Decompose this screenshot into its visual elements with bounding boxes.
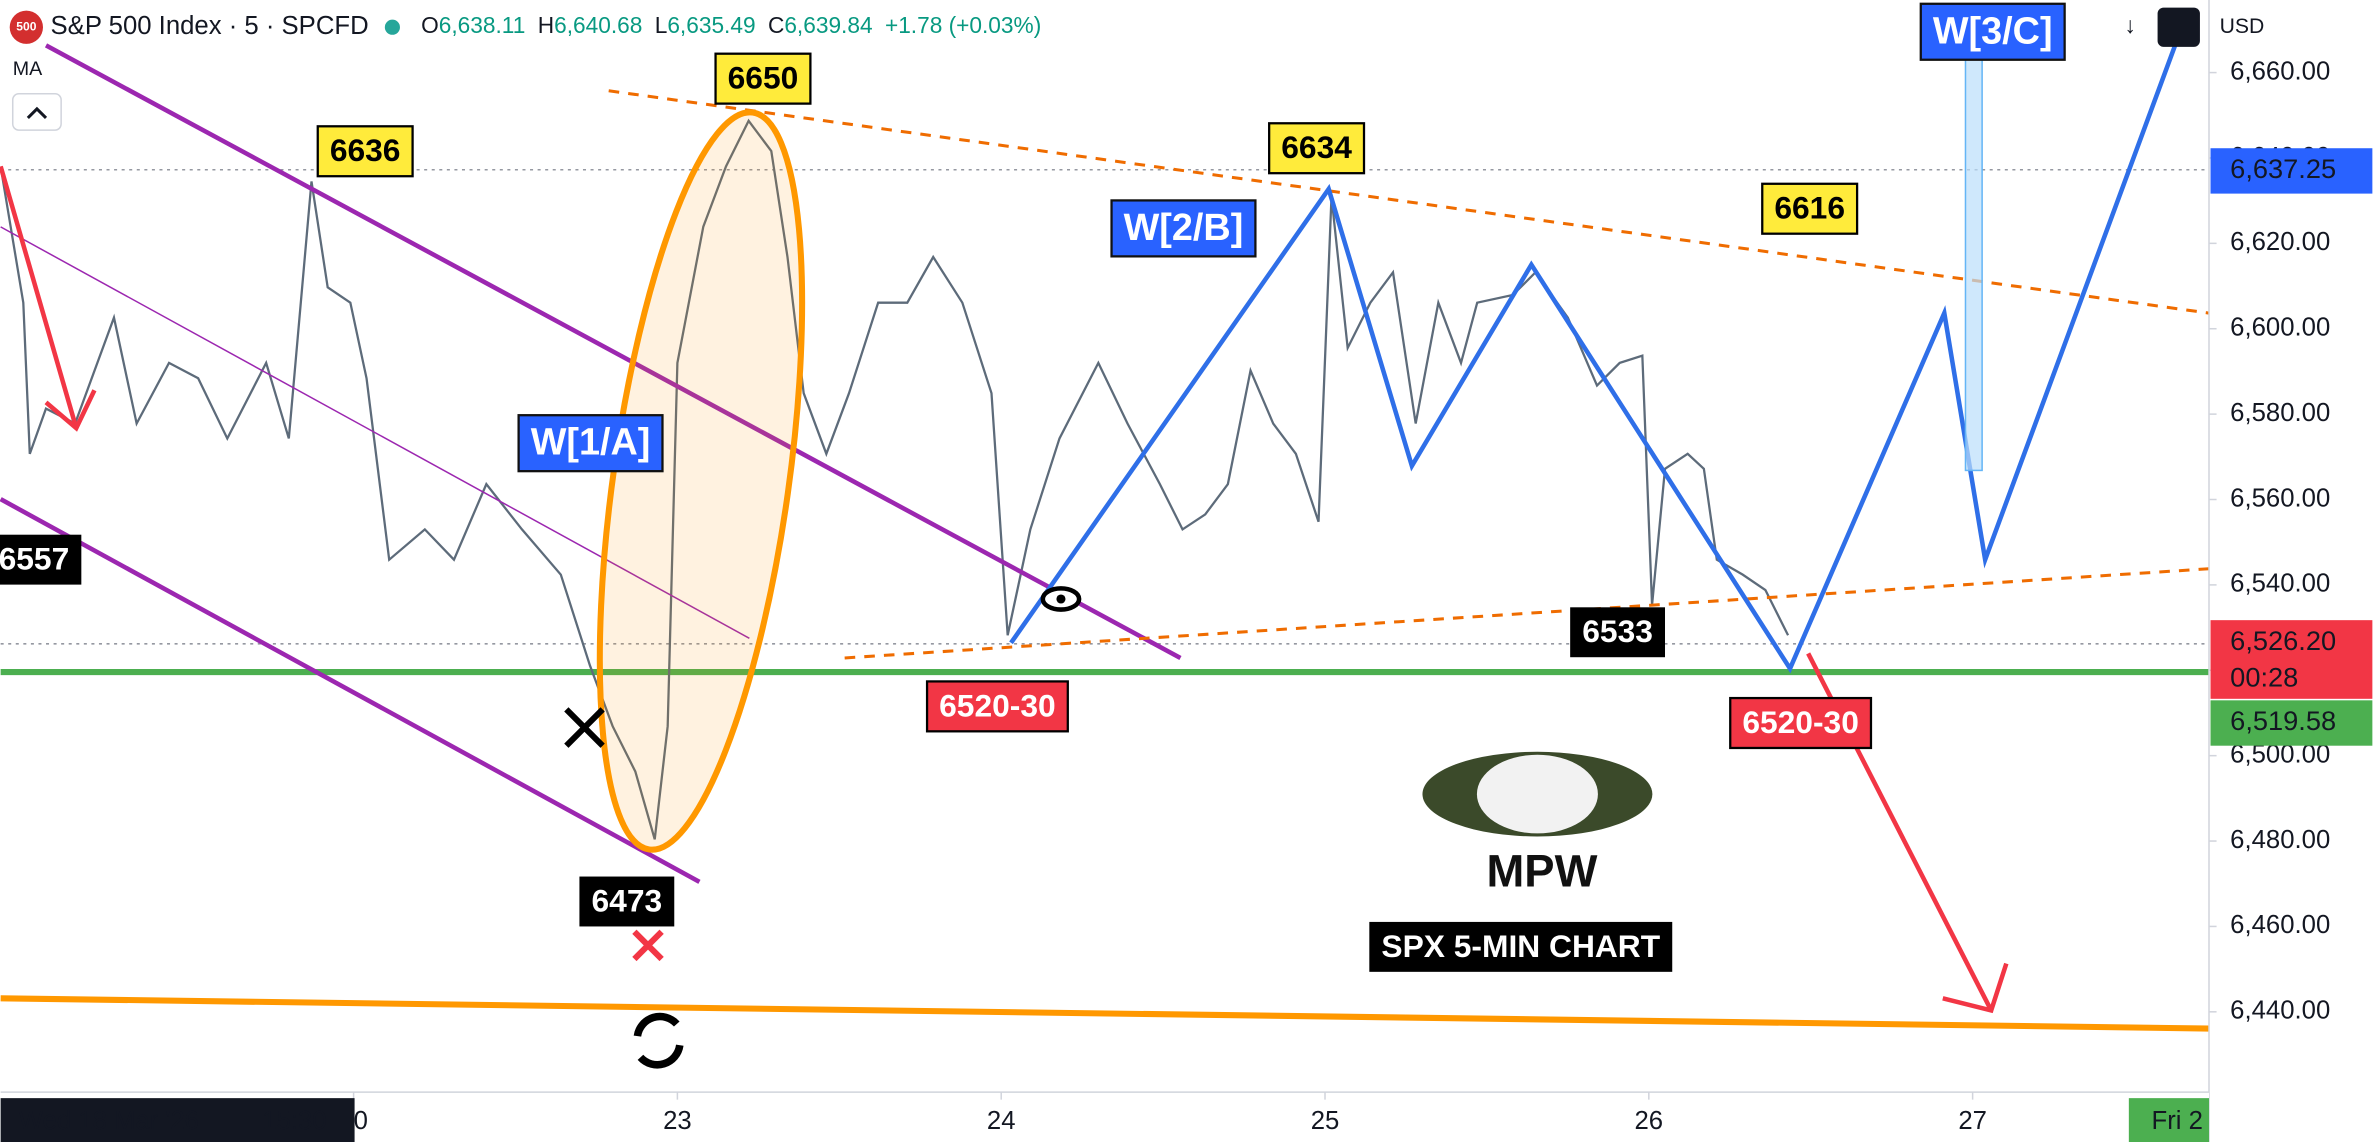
y-tick-label: 6,580.00 <box>2230 399 2330 427</box>
y-tick-label: 6,460.00 <box>2230 911 2330 939</box>
y-tick-label: 6,480.00 <box>2230 826 2330 854</box>
price-label: 6,526.20 <box>2230 625 2336 656</box>
x-tick-label: 27 <box>1958 1107 1987 1135</box>
annotation-box <box>1919 2 2066 61</box>
resistance-line <box>608 89 2210 315</box>
price-label: 6,637.25 <box>2230 153 2336 184</box>
annotation: 6636 <box>330 132 401 168</box>
channel-mid <box>0 226 750 639</box>
x-tick-label: 24 <box>987 1107 1016 1135</box>
cursor-date: Wed 18 Mar '26 <box>19 1107 199 1135</box>
price-label: 6,519.58 <box>2230 705 2336 736</box>
o-label: O <box>421 12 439 38</box>
long-support <box>0 995 2210 1032</box>
price-label-box <box>2210 700 2373 746</box>
wave-path <box>1009 26 2184 674</box>
panda-face <box>1476 754 1598 834</box>
annotation: 6557 <box>0 541 69 577</box>
annotation: 6520-30 <box>939 687 1056 723</box>
annotations: 6650 6636 6634 6616 6557 6533 6473 6520-30 6520-… <box>0 2 2066 972</box>
annotation-box <box>1570 607 1666 658</box>
projection-bar <box>1964 37 1983 472</box>
price-label-sub: 00:28 <box>2230 661 2298 692</box>
eye-pupil <box>1056 594 1066 604</box>
refresh-icon <box>633 1012 684 1069</box>
cross-mark <box>632 929 664 962</box>
annotation: 6616 <box>1774 190 1845 226</box>
annotation: 6634 <box>1281 129 1352 165</box>
x-axis-panel <box>0 1092 2210 1142</box>
indicator: MA <box>13 58 43 80</box>
h-label: H <box>538 12 554 38</box>
annotation-box <box>316 125 414 178</box>
annotation-box <box>1110 199 1257 258</box>
arrow-head <box>1942 962 2009 1014</box>
annotation-box <box>1729 696 1873 750</box>
y-tick-label: 6,540.00 <box>2230 570 2330 598</box>
channel-line <box>44 43 1182 660</box>
annotation-box <box>1268 122 1366 175</box>
annotation: 6650 <box>728 60 799 96</box>
y-tick-label: 6,660.00 <box>2230 57 2330 85</box>
y-tick-label: 6,620.00 <box>2230 228 2330 256</box>
collapse-button[interactable] <box>11 93 62 131</box>
x-tick-label: 26 <box>1635 1107 1664 1135</box>
annotation: 6520-30 <box>1742 704 1859 740</box>
annotation: W[2/B] <box>1124 207 1244 249</box>
logo <box>9 10 43 44</box>
annotation-box <box>1761 182 1859 235</box>
annotation-box <box>925 680 1069 733</box>
annotation: 6533 <box>1582 613 1653 649</box>
arrow-head <box>44 389 97 432</box>
c-label: C <box>768 12 784 38</box>
cursor-day: Fri 2 <box>2152 1107 2203 1135</box>
annotation-box <box>1369 921 1673 972</box>
cursor-date-box <box>0 1098 355 1142</box>
cross-mark <box>564 707 605 748</box>
download-icon[interactable]: ↓ <box>2125 12 2136 38</box>
symbol: S&P 500 Index · 5 · SPCFD <box>51 12 369 40</box>
ohlc: O6,638.11 H6,640.68 L6,635.49 C6,639.84 … <box>421 12 1041 38</box>
cursor-time: 15:30 <box>262 1107 326 1135</box>
annotation: SPX 5-MIN CHART <box>1381 928 1660 964</box>
plot-area <box>0 118 2210 840</box>
price-label-box <box>2210 148 2373 194</box>
y-tick-label: 6,600.00 <box>2230 314 2330 342</box>
cursor-day-box <box>2128 1098 2210 1142</box>
l-value: 6,635.49 <box>667 12 755 38</box>
x-tick-label: 23 <box>663 1107 692 1135</box>
annotation: 6473 <box>592 882 663 918</box>
status-dot <box>384 19 400 35</box>
price-line <box>0 118 1790 840</box>
o-value: 6,638.11 <box>439 12 526 38</box>
h-value: 6,640.68 <box>554 12 642 38</box>
annotation: W[3/C] <box>1933 10 2053 52</box>
logo-text: 500 <box>16 19 36 33</box>
annotation: W[1/A] <box>531 422 651 464</box>
currency: USD <box>2220 15 2265 38</box>
y-tick-label: 6,560.00 <box>2230 484 2330 512</box>
x-tick-label: 25 <box>1311 1107 1340 1135</box>
channel-line <box>0 497 701 884</box>
chevron <box>26 106 48 120</box>
y-tick-label: 6,440.00 <box>2230 997 2330 1025</box>
toolbar-button[interactable] <box>2157 7 2200 47</box>
drawings <box>0 26 2210 1069</box>
arrow <box>0 165 79 429</box>
annotation-box <box>579 876 675 927</box>
annotation-box <box>517 414 664 473</box>
annotation-box <box>714 52 812 105</box>
change: +1.78 (+0.03%) <box>885 12 1041 38</box>
axes: 6,440.006,460.006,480.006,500.006,520.00… <box>0 57 2373 1142</box>
annotation-box <box>0 534 82 585</box>
c-value: 6,639.84 <box>784 12 872 38</box>
l-label: L <box>655 12 668 38</box>
annotation: MPW <box>1487 845 1598 896</box>
price-label-box <box>2210 620 2373 699</box>
